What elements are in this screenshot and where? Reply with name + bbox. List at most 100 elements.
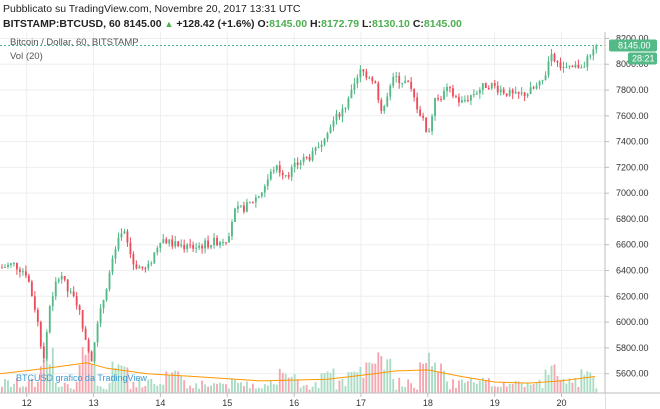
candle-body — [347, 98, 350, 109]
volume-bar — [263, 384, 266, 393]
volume-bar — [275, 384, 278, 393]
volume-bar — [168, 375, 171, 393]
volume-bar — [281, 372, 284, 393]
volume-bar — [326, 371, 329, 393]
volume-bar — [75, 381, 78, 393]
volume-bar — [350, 372, 353, 393]
volume-bar — [469, 378, 472, 393]
volume-bar — [365, 362, 368, 393]
candle-body — [198, 245, 201, 248]
candle-body — [389, 85, 392, 97]
volume-bar — [177, 371, 180, 393]
candle-body — [284, 174, 287, 176]
candle-body — [237, 206, 239, 209]
candle-body — [7, 264, 9, 268]
candle-body — [338, 113, 341, 117]
volume-bar — [45, 357, 48, 393]
price-chart[interactable]: 5600.00 5800.00 6000.00 6200.00 6400.00 6600.… — [0, 32, 660, 409]
volume-bar — [425, 362, 428, 393]
volume-bar — [129, 389, 132, 393]
candle-body — [460, 100, 463, 103]
x-tick-label: 17 — [356, 398, 366, 408]
time-scale: 12 13 14 15 16 17 18 19 20 — [22, 393, 567, 408]
volume-bar — [299, 387, 302, 393]
candle-body — [440, 98, 442, 100]
volume-bar — [111, 361, 114, 393]
y-tick-label: 7800.00 — [616, 85, 649, 95]
volume-bar — [460, 379, 463, 393]
candle-body — [96, 323, 99, 343]
volume-bar — [320, 373, 323, 393]
volume-bar — [293, 374, 296, 393]
volume-bar — [231, 378, 233, 393]
candle-body — [520, 92, 523, 94]
candle-body — [431, 116, 433, 132]
candle-body — [502, 89, 505, 94]
volume-bar — [96, 385, 99, 393]
volume-bar — [266, 385, 269, 393]
volume-bar — [165, 371, 168, 393]
volume-bar — [544, 369, 547, 393]
candle-body — [99, 308, 102, 324]
candle-body — [556, 61, 559, 63]
volume-bars — [1, 346, 598, 393]
y-tick-label: 7000.00 — [616, 188, 649, 198]
candle-body — [553, 54, 556, 62]
candle-body — [302, 156, 305, 162]
candle-body — [419, 109, 422, 116]
candle-body — [562, 66, 565, 68]
candle-body — [407, 80, 410, 82]
volume-bar — [36, 381, 39, 393]
x-tick-label: 20 — [557, 398, 567, 408]
countdown-badge — [628, 52, 657, 65]
volume-bar — [87, 348, 90, 393]
candle-body — [144, 268, 147, 270]
volume-bar — [356, 372, 359, 393]
volume-bar — [147, 379, 150, 393]
volume-bar — [592, 377, 595, 393]
candle-body — [508, 89, 511, 96]
volume-bar — [117, 364, 120, 393]
candle-body — [526, 94, 529, 97]
candle-body — [514, 91, 517, 94]
volume-bar — [398, 377, 401, 393]
candle-body — [63, 276, 66, 280]
volume-bar — [51, 347, 54, 393]
volume-bar — [159, 384, 162, 393]
volume-bar — [553, 364, 556, 393]
candle-body — [239, 205, 242, 207]
volume-bar — [535, 381, 538, 393]
candle-body — [108, 272, 111, 290]
candle-body — [356, 77, 359, 84]
candle-body — [529, 87, 532, 95]
volume-ma-line — [0, 362, 596, 384]
volume-bar — [362, 377, 365, 393]
x-tick-label: 13 — [89, 398, 99, 408]
candle-body — [595, 45, 598, 50]
candle-body — [481, 83, 484, 90]
candle-body — [532, 87, 535, 89]
volume-bar — [505, 386, 508, 393]
candle-body — [278, 165, 281, 173]
candle-body — [57, 279, 60, 282]
volume-bar — [237, 382, 239, 393]
y-tick-label: 6600.00 — [616, 240, 649, 250]
candle-body — [153, 252, 156, 264]
volume-bar — [27, 380, 30, 393]
volume-bar — [69, 388, 72, 393]
volume-bar — [589, 372, 592, 393]
candle-body — [538, 80, 541, 86]
high-label: H: — [310, 18, 322, 30]
open-value: 8145.00 — [269, 18, 308, 30]
volume-bar — [443, 370, 445, 393]
candle-body — [254, 197, 257, 203]
volume-bar — [272, 384, 275, 393]
candle-body — [162, 239, 165, 243]
candle-body — [535, 85, 538, 89]
volume-bar — [478, 380, 481, 393]
volume-bar — [108, 383, 111, 393]
candle-body — [490, 83, 493, 89]
volume-bar — [466, 381, 469, 393]
candle-body — [10, 263, 12, 265]
candle-body — [463, 100, 466, 102]
